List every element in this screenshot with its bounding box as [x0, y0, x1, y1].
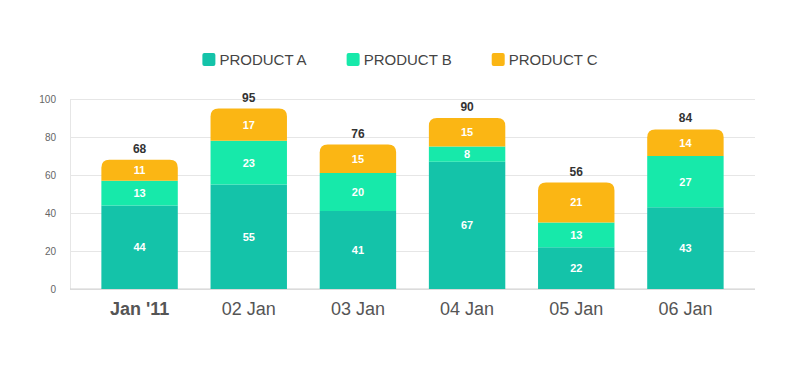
- data-label: 11: [134, 164, 146, 176]
- data-label: 15: [461, 126, 473, 138]
- x-tick: 06 Jan: [658, 289, 712, 319]
- x-tick: 05 Jan: [549, 289, 603, 319]
- data-label: 21: [570, 196, 582, 208]
- data-label: 17: [243, 119, 255, 131]
- bar-segment: [429, 147, 505, 162]
- y-axis: 0 20 40 60 80 100: [39, 94, 755, 295]
- bar-segment: [320, 145, 396, 174]
- legend-item: PRODUCT B: [347, 51, 452, 68]
- x-tick-label: 06 Jan: [658, 299, 712, 319]
- bar-segment: [647, 207, 723, 289]
- x-tick: Jan '11: [110, 289, 169, 319]
- x-tick-label: 04 Jan: [440, 299, 494, 319]
- x-tick-label: 03 Jan: [331, 299, 385, 319]
- data-label: 41: [352, 244, 364, 256]
- y-tick-label: 40: [45, 208, 57, 219]
- bar-segment: [538, 183, 614, 223]
- x-axis: Jan '11 02 Jan 03 Jan 04 Jan 05 Jan 06 Jan: [70, 289, 755, 319]
- total-label: 56: [570, 165, 584, 179]
- x-tick-label: 05 Jan: [549, 299, 603, 319]
- y-tick-label: 80: [45, 132, 57, 143]
- y-tick-label: 60: [45, 170, 57, 181]
- x-tick: 04 Jan: [440, 289, 494, 319]
- y-tick: 100: [39, 94, 755, 105]
- legend: PRODUCT A PRODUCT B PRODUCT C: [202, 51, 597, 68]
- legend-swatch: [202, 53, 215, 66]
- y-tick-label: 0: [50, 284, 56, 295]
- data-label: 22: [570, 262, 582, 274]
- total-label: 90: [460, 100, 474, 114]
- total-label: 68: [133, 142, 147, 156]
- data-labels: 44 55 41 67 22 43 13 23 20 8 13 27 11 17 15 15 21 14 68 95 7…: [133, 91, 693, 274]
- total-label: 95: [242, 91, 256, 105]
- chart: 0 20 40 60 80 100 Jan '11 02 Jan 03 Jan 04 Jan 05 …: [0, 0, 800, 370]
- y-axis-line: [71, 100, 756, 290]
- bar-segment: [647, 156, 723, 207]
- bar-segment: [211, 185, 287, 290]
- bar-segment: [320, 211, 396, 289]
- bar-segment: [429, 162, 505, 289]
- bar-segment: [101, 181, 177, 206]
- data-label: 13: [133, 187, 145, 199]
- bar-segment: [429, 118, 505, 147]
- data-label: 8: [464, 148, 470, 160]
- data-label: 67: [461, 219, 473, 231]
- legend-label: PRODUCT C: [509, 51, 598, 68]
- data-label: 27: [679, 176, 691, 188]
- data-label: 23: [243, 157, 255, 169]
- y-tick-label: 100: [39, 94, 56, 105]
- y-tick-label: 20: [45, 246, 57, 257]
- x-tick-label: 02 Jan: [222, 299, 276, 319]
- x-tick: 03 Jan: [331, 289, 385, 319]
- data-label: 13: [570, 229, 582, 241]
- legend-label: PRODUCT B: [364, 51, 452, 68]
- bar-segment: [101, 160, 177, 181]
- bar-segment: [538, 247, 614, 289]
- data-label: 15: [352, 153, 364, 165]
- bar-segment: [647, 129, 723, 156]
- data-label: 44: [133, 241, 146, 253]
- legend-item: PRODUCT C: [492, 51, 598, 68]
- data-label: 20: [352, 186, 364, 198]
- grid-line: [70, 99, 755, 100]
- bar-segment: [538, 223, 614, 248]
- total-label: 76: [351, 127, 365, 141]
- bar-segment: [320, 173, 396, 211]
- legend-swatch: [347, 53, 360, 66]
- bar-segment: [211, 109, 287, 141]
- grid-line: [70, 289, 755, 290]
- legend-swatch: [492, 53, 505, 66]
- legend-item: PRODUCT A: [202, 51, 306, 68]
- total-label: 84: [679, 111, 693, 125]
- x-tick-label: Jan '11: [110, 299, 169, 319]
- legend-label: PRODUCT A: [219, 51, 306, 68]
- bars: [101, 109, 723, 290]
- bar-segment: [211, 141, 287, 185]
- data-label: 43: [679, 242, 691, 254]
- data-label: 14: [679, 137, 692, 149]
- data-label: 55: [243, 231, 255, 243]
- bar-segment: [101, 205, 177, 289]
- x-tick: 02 Jan: [222, 289, 276, 319]
